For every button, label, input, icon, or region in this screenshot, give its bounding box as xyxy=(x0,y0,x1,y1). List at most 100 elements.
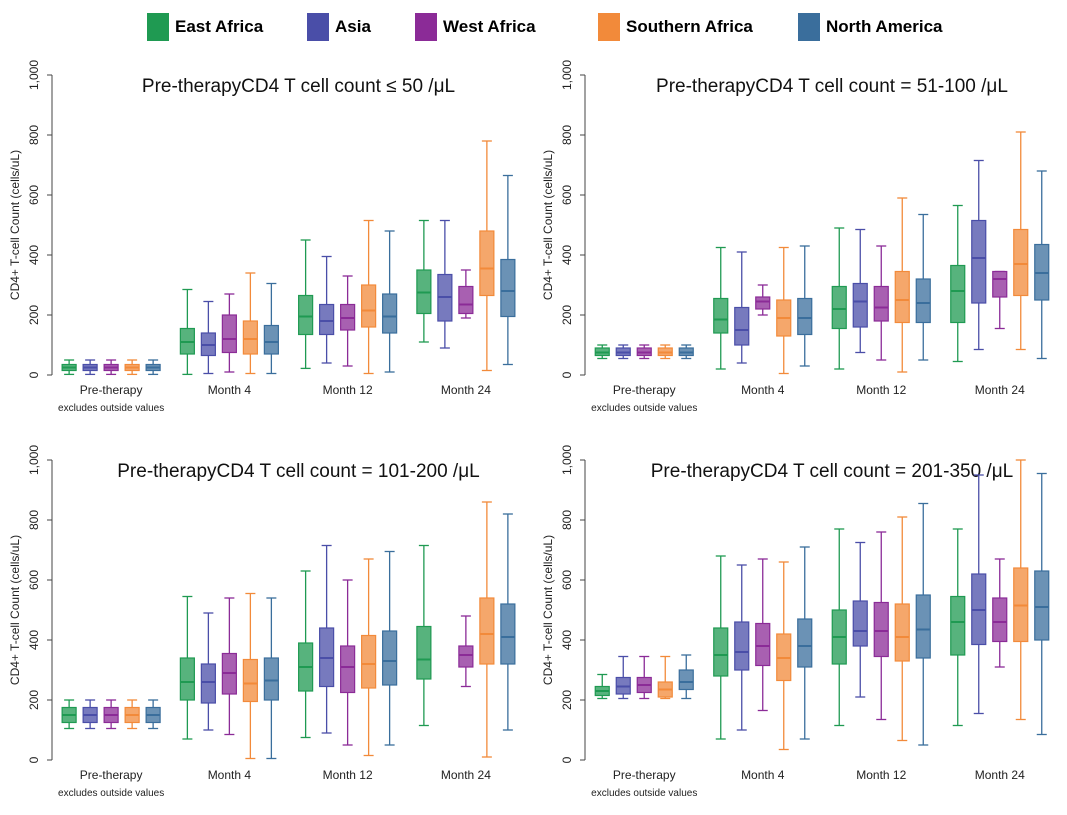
x-category-label: Month 24 xyxy=(441,768,491,782)
iqr-box xyxy=(458,645,474,668)
iqr-box xyxy=(678,669,694,691)
legend-swatch xyxy=(147,13,169,41)
iqr-box xyxy=(458,285,474,315)
iqr-box xyxy=(950,595,966,656)
box-plot-mark xyxy=(734,251,750,364)
x-category-label: Pre-therapy xyxy=(80,768,143,782)
box-plot-mark xyxy=(992,558,1008,668)
x-category-label: Month 4 xyxy=(741,768,785,782)
iqr-box xyxy=(755,622,771,667)
y-tick-label: 600 xyxy=(560,570,574,590)
y-axis-label: CD4+ T-cell Count (cells/uL) xyxy=(541,535,555,685)
box-plot-mark xyxy=(319,255,335,364)
iqr-box xyxy=(298,294,314,336)
box-plot-mark xyxy=(615,344,631,360)
box-plot-mark xyxy=(636,655,652,700)
y-tick-label: 0 xyxy=(560,756,574,763)
x-category-label: Month 4 xyxy=(208,768,252,782)
box-plot-mark xyxy=(797,245,813,367)
iqr-box xyxy=(992,597,1008,643)
box-plot-mark xyxy=(145,359,161,376)
panel-title: Pre-therapyCD4 T cell count = 51-100 /μL xyxy=(656,76,1008,97)
iqr-box xyxy=(852,282,868,328)
iqr-box xyxy=(479,597,495,665)
box-plot-mark xyxy=(242,592,258,760)
box-plot-mark xyxy=(124,699,140,730)
box-plot-mark xyxy=(200,612,216,731)
box-plot-mark xyxy=(382,550,398,746)
y-tick-label: 400 xyxy=(27,630,41,650)
y-tick-label: 1,000 xyxy=(27,445,41,475)
box-plot-mark xyxy=(500,174,516,366)
box-plot-mark xyxy=(713,555,729,740)
box-plot-mark xyxy=(416,219,432,343)
box-plot-mark xyxy=(1013,131,1029,351)
box-plot-mark xyxy=(340,579,356,746)
y-tick-label: 600 xyxy=(27,570,41,590)
iqr-box xyxy=(894,270,910,324)
x-category-label: Pre-therapy xyxy=(613,383,676,397)
x-category-label: Month 12 xyxy=(323,383,373,397)
y-tick-label: 400 xyxy=(27,245,41,265)
box-plot-mark xyxy=(755,558,771,712)
box-plot-mark xyxy=(145,699,161,730)
x-category-label: Pre-therapy xyxy=(613,768,676,782)
iqr-box xyxy=(263,324,279,355)
legend-label: North America xyxy=(826,17,943,36)
y-tick-label: 600 xyxy=(27,185,41,205)
box-plot-mark xyxy=(776,561,792,751)
y-tick-label: 1,000 xyxy=(27,60,41,90)
box-plot-mark xyxy=(950,528,966,727)
x-category-label: Month 4 xyxy=(208,383,252,397)
box-plot-mark xyxy=(734,564,750,731)
iqr-box xyxy=(713,627,729,677)
iqr-box xyxy=(221,314,237,354)
box-plot-mark xyxy=(971,474,987,715)
legend-item: North America xyxy=(798,10,943,44)
box-plot-mark xyxy=(179,288,195,376)
legend-item: Southern Africa xyxy=(598,10,753,44)
iqr-box xyxy=(361,284,377,328)
box-plot-mark xyxy=(458,269,474,319)
box-plot-mark xyxy=(103,359,119,376)
box-plot-mark xyxy=(179,595,195,740)
iqr-box xyxy=(852,600,868,647)
y-tick-label: 0 xyxy=(27,371,41,378)
y-tick-label: 0 xyxy=(27,756,41,763)
panel-title: Pre-therapyCD4 T cell count ≤ 50 /μL xyxy=(142,76,455,97)
iqr-box xyxy=(992,270,1008,298)
box-plot-mark xyxy=(755,284,771,316)
box-plot-mark xyxy=(263,282,279,375)
y-tick-label: 800 xyxy=(27,510,41,530)
iqr-box xyxy=(263,657,279,701)
x-category-label: Month 12 xyxy=(323,768,373,782)
box-plot-mark xyxy=(340,275,356,367)
x-category-note: excludes outside values xyxy=(58,788,164,799)
legend-swatch xyxy=(415,13,437,41)
box-plot-mark xyxy=(61,699,77,730)
box-plot-mark xyxy=(221,293,237,373)
legend-swatch xyxy=(598,13,620,41)
panel-cd4-101-200: 0 200 400 600 800 1,000 CD4+ T-cell Count (cel… xyxy=(8,445,516,799)
y-tick-label: 1,000 xyxy=(560,445,574,475)
box-plot-mark xyxy=(776,246,792,375)
iqr-box xyxy=(479,230,495,297)
iqr-box xyxy=(179,657,195,701)
iqr-box xyxy=(382,630,398,686)
box-plot-mark xyxy=(950,204,966,363)
box-plot-mark xyxy=(437,219,453,349)
legend-label: Asia xyxy=(335,17,371,36)
y-tick-label: 200 xyxy=(560,305,574,325)
y-axis-label: CD4+ T-cell Count (cells/uL) xyxy=(8,535,22,685)
legend-label: Southern Africa xyxy=(626,17,753,36)
box-plot-mark xyxy=(797,546,813,740)
y-tick-label: 800 xyxy=(560,125,574,145)
iqr-box xyxy=(1013,228,1029,297)
legend-label: East Africa xyxy=(175,17,264,36)
box-plot-mark xyxy=(873,245,889,361)
box-plot-mark xyxy=(894,516,910,742)
legend-item: West Africa xyxy=(415,10,536,44)
box-plot-mark xyxy=(831,528,847,727)
box-plot-mark xyxy=(1034,170,1050,360)
iqr-box xyxy=(242,658,258,703)
